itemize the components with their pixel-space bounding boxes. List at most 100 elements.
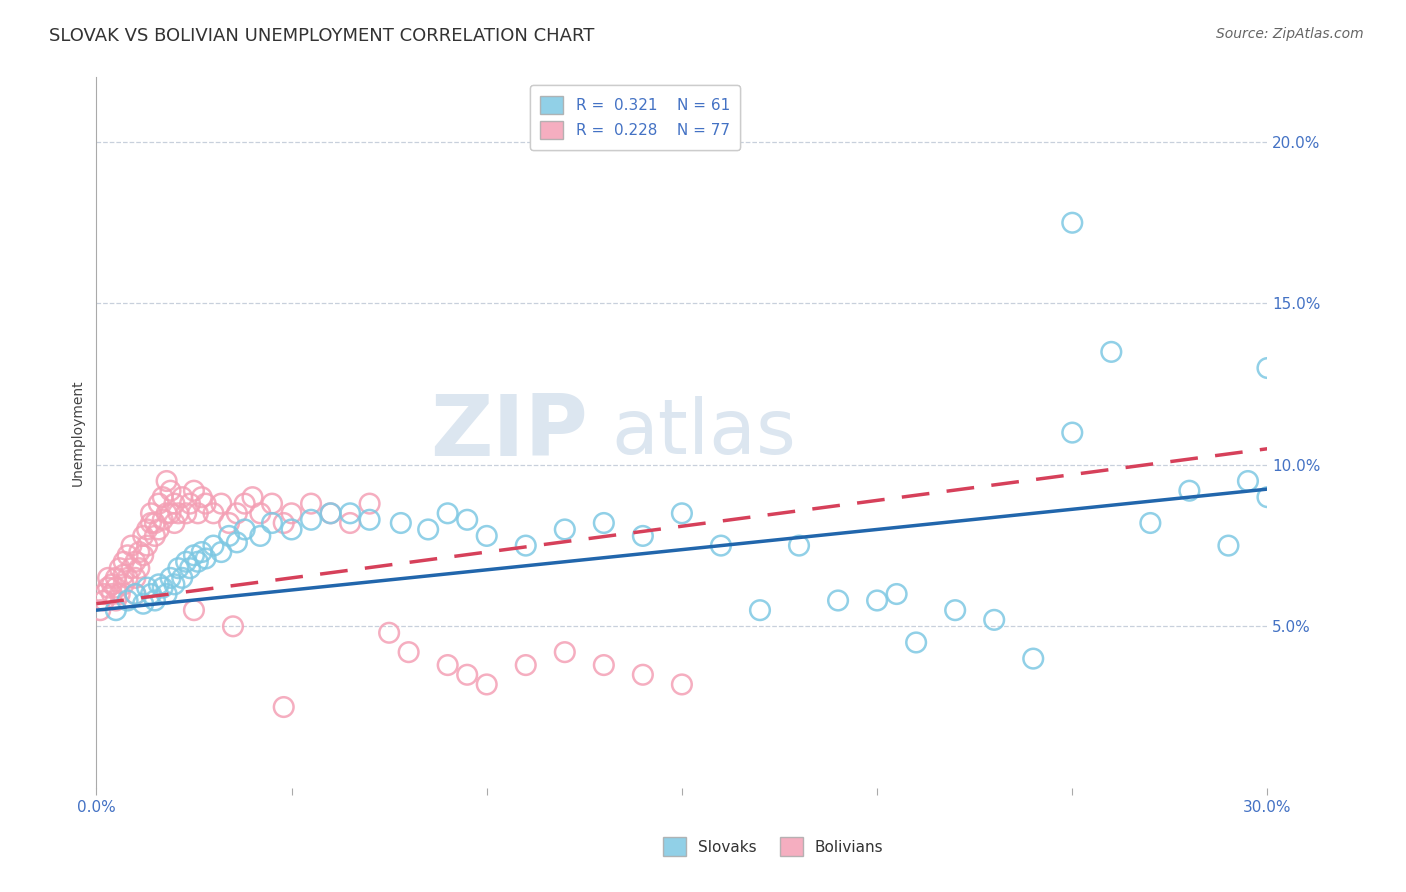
Point <box>515 658 537 673</box>
Point <box>280 523 302 537</box>
Point <box>209 497 232 511</box>
Point <box>156 506 179 520</box>
Point <box>152 581 174 595</box>
Point <box>117 571 139 585</box>
Point <box>389 516 412 530</box>
Point <box>554 645 576 659</box>
Point <box>209 545 232 559</box>
Point <box>143 516 166 530</box>
Point <box>983 613 1005 627</box>
Point <box>202 506 225 520</box>
Point <box>260 516 283 530</box>
Point <box>167 561 190 575</box>
Point <box>398 645 420 659</box>
Point <box>148 577 170 591</box>
Point <box>172 571 194 585</box>
Point <box>101 577 124 591</box>
Point <box>886 587 908 601</box>
Point <box>218 516 240 530</box>
Point <box>319 506 342 520</box>
Point <box>108 561 131 575</box>
Point <box>183 549 205 563</box>
Point <box>117 549 139 563</box>
Point <box>124 555 146 569</box>
Point <box>592 516 614 530</box>
Point <box>436 658 458 673</box>
Point <box>128 561 150 575</box>
Point <box>108 587 131 601</box>
Point <box>631 667 654 681</box>
Point <box>671 677 693 691</box>
Point <box>242 490 264 504</box>
Point <box>136 539 159 553</box>
Point <box>124 571 146 585</box>
Point <box>475 677 498 691</box>
Point <box>225 535 247 549</box>
Point <box>787 539 810 553</box>
Point <box>1178 483 1201 498</box>
Point <box>139 506 162 520</box>
Point <box>1062 216 1084 230</box>
Point <box>378 625 401 640</box>
Point <box>1256 490 1278 504</box>
Point <box>159 571 181 585</box>
Point <box>436 506 458 520</box>
Point <box>260 497 283 511</box>
Point <box>187 506 209 520</box>
Point <box>152 513 174 527</box>
Point <box>299 513 322 527</box>
Point <box>128 545 150 559</box>
Point <box>339 506 361 520</box>
Point <box>280 506 302 520</box>
Point <box>156 587 179 601</box>
Point <box>827 593 849 607</box>
Point <box>163 577 186 591</box>
Point <box>233 523 256 537</box>
Point <box>163 497 186 511</box>
Point <box>156 474 179 488</box>
Point <box>121 539 143 553</box>
Point <box>179 497 201 511</box>
Point <box>225 506 247 520</box>
Point <box>121 561 143 575</box>
Point <box>1218 539 1240 553</box>
Point <box>190 545 212 559</box>
Point <box>299 497 322 511</box>
Point <box>159 483 181 498</box>
Point <box>1256 361 1278 376</box>
Point <box>148 523 170 537</box>
Point <box>866 593 889 607</box>
Text: SLOVAK VS BOLIVIAN UNEMPLOYMENT CORRELATION CHART: SLOVAK VS BOLIVIAN UNEMPLOYMENT CORRELAT… <box>49 27 595 45</box>
Point <box>1139 516 1161 530</box>
Point <box>943 603 966 617</box>
Point <box>194 551 217 566</box>
Point <box>152 490 174 504</box>
Point <box>136 523 159 537</box>
Point <box>174 555 197 569</box>
Text: Source: ZipAtlas.com: Source: ZipAtlas.com <box>1216 27 1364 41</box>
Point <box>456 513 478 527</box>
Point <box>475 529 498 543</box>
Point <box>249 529 271 543</box>
Point <box>112 555 135 569</box>
Point <box>143 593 166 607</box>
Point <box>159 506 181 520</box>
Point <box>905 635 928 649</box>
Point <box>132 529 155 543</box>
Legend: Slovaks, Bolivians: Slovaks, Bolivians <box>657 831 890 862</box>
Point <box>143 529 166 543</box>
Point <box>249 506 271 520</box>
Legend: R =  0.321    N = 61, R =  0.228    N = 77: R = 0.321 N = 61, R = 0.228 N = 77 <box>530 85 741 150</box>
Point <box>104 571 127 585</box>
Point <box>671 506 693 520</box>
Point <box>104 603 127 617</box>
Point <box>101 587 124 601</box>
Point <box>190 490 212 504</box>
Point <box>97 571 120 585</box>
Point <box>222 619 245 633</box>
Point <box>179 561 201 575</box>
Text: atlas: atlas <box>612 395 797 469</box>
Point <box>359 497 381 511</box>
Point <box>93 587 115 601</box>
Point <box>202 539 225 553</box>
